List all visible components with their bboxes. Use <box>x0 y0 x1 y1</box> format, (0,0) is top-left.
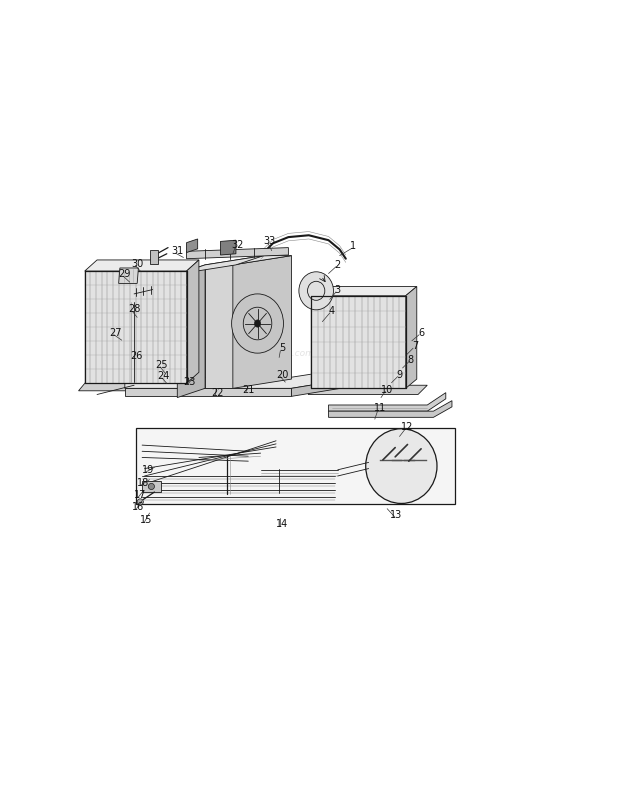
Polygon shape <box>142 481 161 492</box>
Text: 21: 21 <box>242 384 254 394</box>
Text: 1: 1 <box>350 241 356 252</box>
Polygon shape <box>187 239 198 252</box>
Polygon shape <box>405 286 417 388</box>
Ellipse shape <box>137 499 143 505</box>
Text: 29: 29 <box>118 269 131 279</box>
Polygon shape <box>85 271 187 383</box>
Text: 24: 24 <box>157 371 170 381</box>
Polygon shape <box>118 268 138 283</box>
Text: 10: 10 <box>381 384 393 394</box>
Text: 9: 9 <box>396 370 402 380</box>
Ellipse shape <box>254 320 261 327</box>
Polygon shape <box>311 296 405 388</box>
Text: 17: 17 <box>134 490 146 500</box>
Polygon shape <box>187 260 199 383</box>
Text: 32: 32 <box>231 240 244 250</box>
Text: 2: 2 <box>335 260 341 270</box>
Ellipse shape <box>232 294 283 353</box>
Polygon shape <box>125 367 360 388</box>
Polygon shape <box>308 385 427 394</box>
Text: 23: 23 <box>184 377 196 387</box>
Text: 26: 26 <box>130 351 142 361</box>
Ellipse shape <box>299 271 334 310</box>
Text: 27: 27 <box>109 327 122 338</box>
Text: 7: 7 <box>412 342 418 351</box>
Text: 22: 22 <box>211 388 224 398</box>
Polygon shape <box>311 286 417 296</box>
Polygon shape <box>221 240 236 255</box>
Polygon shape <box>329 401 452 417</box>
Bar <box>149 250 158 264</box>
Polygon shape <box>187 248 288 259</box>
Polygon shape <box>177 256 264 274</box>
Polygon shape <box>291 377 360 396</box>
Polygon shape <box>233 256 291 388</box>
Text: 15: 15 <box>140 514 153 525</box>
Polygon shape <box>177 265 205 398</box>
Text: 28: 28 <box>128 305 140 314</box>
Text: 12: 12 <box>401 421 414 432</box>
Bar <box>136 428 455 504</box>
Text: 33: 33 <box>264 237 276 246</box>
Text: 4: 4 <box>329 306 335 316</box>
Text: 19: 19 <box>142 465 154 475</box>
Text: 8: 8 <box>407 355 414 365</box>
Text: 11: 11 <box>374 403 386 413</box>
Text: 18: 18 <box>137 478 149 488</box>
Text: 16: 16 <box>132 502 144 512</box>
Text: 3: 3 <box>335 285 341 294</box>
Polygon shape <box>205 265 233 388</box>
Polygon shape <box>205 256 291 265</box>
Text: 30: 30 <box>131 259 143 268</box>
Polygon shape <box>329 393 446 411</box>
Polygon shape <box>85 260 199 271</box>
Text: 5: 5 <box>279 343 285 353</box>
Text: 6: 6 <box>418 327 424 338</box>
Polygon shape <box>79 380 208 391</box>
Text: ereplacementparts.com: ereplacementparts.com <box>206 349 314 357</box>
Text: 20: 20 <box>276 370 288 380</box>
Text: 14: 14 <box>276 519 288 529</box>
Ellipse shape <box>366 428 437 503</box>
Text: 25: 25 <box>156 360 168 370</box>
Ellipse shape <box>148 484 154 489</box>
Polygon shape <box>125 388 291 396</box>
Text: 31: 31 <box>171 246 184 256</box>
Text: 13: 13 <box>390 510 402 520</box>
